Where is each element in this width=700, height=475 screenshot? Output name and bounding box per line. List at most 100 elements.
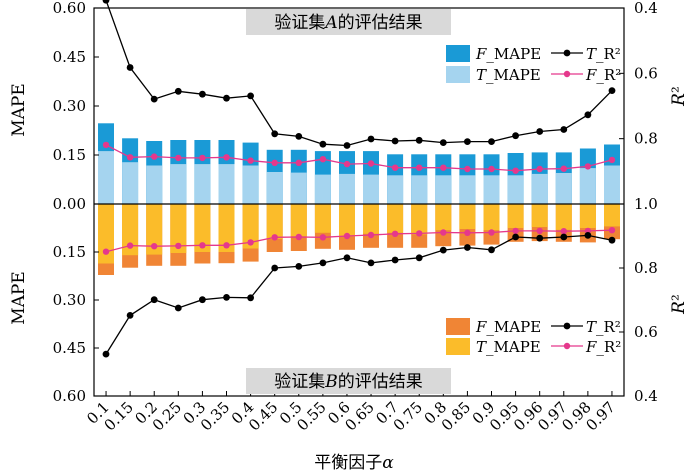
bottom-t-mape-bar-2 [146,204,163,255]
top-legend-f-r2-label: F_R² [585,66,621,84]
top-f-r2-point-2 [151,153,158,160]
top-t-mape-bar-5 [218,164,235,204]
top-left-tick-label-0: 0.00 [53,195,86,213]
bottom-t-mape-bar-14 [435,204,452,231]
bottom-right-tick-label-1: 0.8 [634,259,658,277]
top-legend-f-mape-swatch [446,45,470,62]
bottom-t-r2-point-4 [199,296,206,304]
top-t-r2-point-21 [608,87,616,94]
top-t-mape-bar-4 [194,164,211,204]
top-t-mape-bar-2 [146,165,163,204]
bottom-f-r2-point-18 [536,227,543,235]
top-f-r2-point-16 [488,165,495,173]
top-f-r2-line [105,144,613,172]
top-legend-f-mape-label: F_MAPE [475,45,541,63]
bottom-t-mape-bar-12 [387,204,404,233]
bottom-t-mape-bar-9 [314,204,331,233]
bottom-f-r2-point-4 [199,242,206,249]
top-t-mape-bar-21 [604,165,620,204]
bottom-t-r2-point-21 [608,236,616,244]
top-t-mape-bar-9 [314,174,331,204]
line-layer [102,0,616,358]
top-t-r2-point-17 [512,132,519,140]
bottom-t-mape-bar-4 [194,204,211,252]
bottom-t-mape-bar-15 [459,204,476,229]
bottom-f-r2-point-14 [440,229,447,236]
top-legend-t-r2-label: T_R² [586,45,621,63]
bottom-f-r2-point-3 [175,242,182,250]
top-f-r2-point-18 [536,165,543,173]
bottom-panel-title-bg [246,368,451,394]
top-t-mape-bar-8 [290,172,307,204]
top-f-r2-point-7 [271,159,278,166]
top-t-mape-bar-16 [483,175,500,204]
top-t-mape-bar-10 [339,173,355,204]
top-t-r2-point-9 [319,140,327,148]
bottom-f-r2-point-2 [151,243,158,250]
bottom-t-mape-bar-10 [339,204,355,237]
bottom-t-r2-point-6 [247,294,255,302]
bottom-t-mape-bar-16 [483,204,500,231]
bottom-t-mape-bar-13 [411,204,428,235]
top-f-r2-point-9 [319,156,327,163]
bottom-f-r2-point-21 [608,227,616,234]
top-t-r2-point-2 [150,95,158,103]
bottom-t-r2-point-8 [295,263,303,270]
bottom-t-mape-bar-20 [579,204,596,228]
top-left-tick-label-3: 0.45 [53,48,86,66]
bottom-left-axis-title: MAPE [9,271,29,325]
bottom-t-mape-bar-11 [363,204,379,234]
top-t-mape-bar-13 [411,175,428,204]
bottom-f-r2-point-7 [271,234,278,241]
top-right-tick-label-1: 0.8 [634,130,658,148]
top-t-mape-bar-20 [579,168,596,204]
top-f-r2-point-17 [512,167,519,174]
top-t-r2-point-10 [343,142,351,149]
top-t-r2-point-14 [439,139,447,147]
top-t-r2-point-4 [199,90,206,98]
bottom-t-r2-point-2 [150,296,158,304]
bottom-left-tick-label-3: 0.45 [53,339,86,357]
bottom-right-tick-label-2: 0.6 [634,323,658,341]
top-f-r2-point-14 [440,164,447,171]
bottom-legend-f-r2-marker [563,342,571,350]
bottom-f-r2-point-12 [391,230,399,237]
top-f-r2-point-5 [223,154,230,161]
top-t-r2-line [105,0,613,147]
top-f-r2-point-4 [199,154,206,162]
bottom-legend-t-mape-label: T_MAPE [476,338,541,356]
bottom-right-tick-label-0: 1.0 [634,195,658,213]
bottom-legend-t-r2-marker [563,322,571,330]
top-f-r2-point-3 [175,154,182,162]
bottom-left-tick-label-2: 0.30 [53,291,86,309]
bottom-t-mape-bar-3 [170,204,187,253]
bottom-f-r2-point-17 [512,227,519,235]
top-f-r2-point-10 [343,160,351,168]
bottom-t-mape-bar-7 [266,204,283,239]
top-legend-t-mape-swatch [446,66,470,83]
top-t-mape-bar-18 [531,173,548,204]
top-t-mape-bar-6 [242,165,259,204]
bottom-f-r2-point-8 [295,233,302,241]
bottom-f-r2-point-5 [223,242,230,249]
bottom-f-r2-point-11 [367,231,375,239]
bottom-right-tick-label-3: 0.4 [634,387,658,405]
top-t-r2-point-11 [367,135,375,143]
bottom-t-r2-point-16 [488,246,495,254]
bottom-left-tick-label-1: 0.15 [53,243,86,261]
top-t-r2-point-13 [415,136,423,144]
bottom-f-r2-point-15 [464,229,471,236]
top-t-r2-point-0 [102,0,110,4]
bottom-t-r2-point-1 [126,312,134,319]
bottom-t-r2-point-17 [512,233,519,241]
top-f-r2-point-1 [126,154,134,161]
top-f-r2-point-8 [295,159,302,166]
x-axis-label: 平衡因子α [314,453,394,473]
bottom-legend-t-mape-swatch [446,338,470,355]
bottom-t-mape-bar-6 [242,204,259,249]
bottom-f-r2-point-10 [343,232,351,240]
bottom-t-r2-point-12 [391,256,399,264]
x-tick-label-21: 0.97 [582,398,618,434]
